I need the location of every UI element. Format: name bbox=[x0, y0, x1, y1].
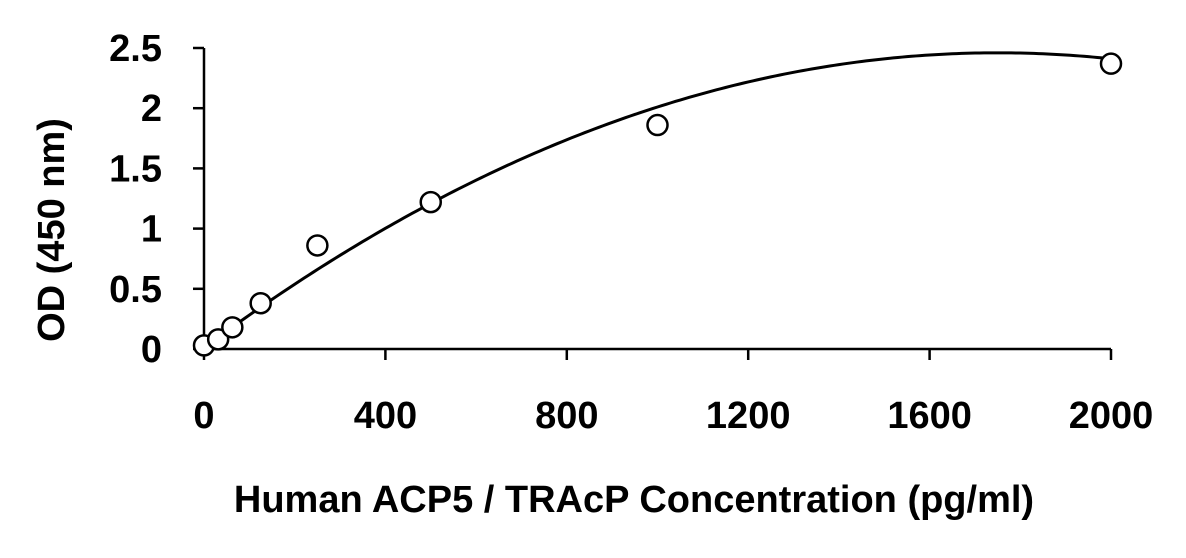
y-axis: 0 0.5 1 1.5 2 2.5 bbox=[109, 28, 206, 371]
x-axis: 0 400 800 1200 1600 2000 bbox=[193, 347, 1154, 437]
x-tick-label: 400 bbox=[354, 395, 417, 437]
data-points-layer bbox=[192, 52, 1123, 357]
data-point bbox=[221, 316, 244, 339]
y-axis-title: OD (450 nm) bbox=[31, 118, 73, 342]
x-tick-label: 2000 bbox=[1069, 395, 1154, 437]
fit-curve bbox=[203, 51, 1112, 350]
x-axis-title: Human ACP5 / TRAcP Concentration (pg/ml) bbox=[234, 479, 1034, 521]
data-point bbox=[646, 113, 669, 137]
data-point bbox=[306, 234, 329, 257]
fit-curve-layer bbox=[203, 51, 1112, 350]
y-tick-label: 0.5 bbox=[109, 269, 162, 311]
data-point bbox=[1099, 52, 1123, 75]
data-point bbox=[206, 328, 230, 351]
y-tick-label: 2 bbox=[141, 88, 162, 130]
x-tick-label: 1600 bbox=[887, 395, 972, 437]
y-tick-label: 1 bbox=[141, 209, 162, 251]
x-tick-label: 800 bbox=[535, 395, 598, 437]
y-tick-label: 1.5 bbox=[109, 148, 162, 190]
data-point bbox=[419, 190, 442, 214]
y-tick-label: 0 bbox=[141, 329, 162, 371]
x-tick-label: 1200 bbox=[706, 395, 791, 437]
y-tick-label: 2.5 bbox=[109, 28, 162, 70]
data-point bbox=[249, 291, 272, 315]
x-tick-label: 0 bbox=[193, 395, 214, 437]
